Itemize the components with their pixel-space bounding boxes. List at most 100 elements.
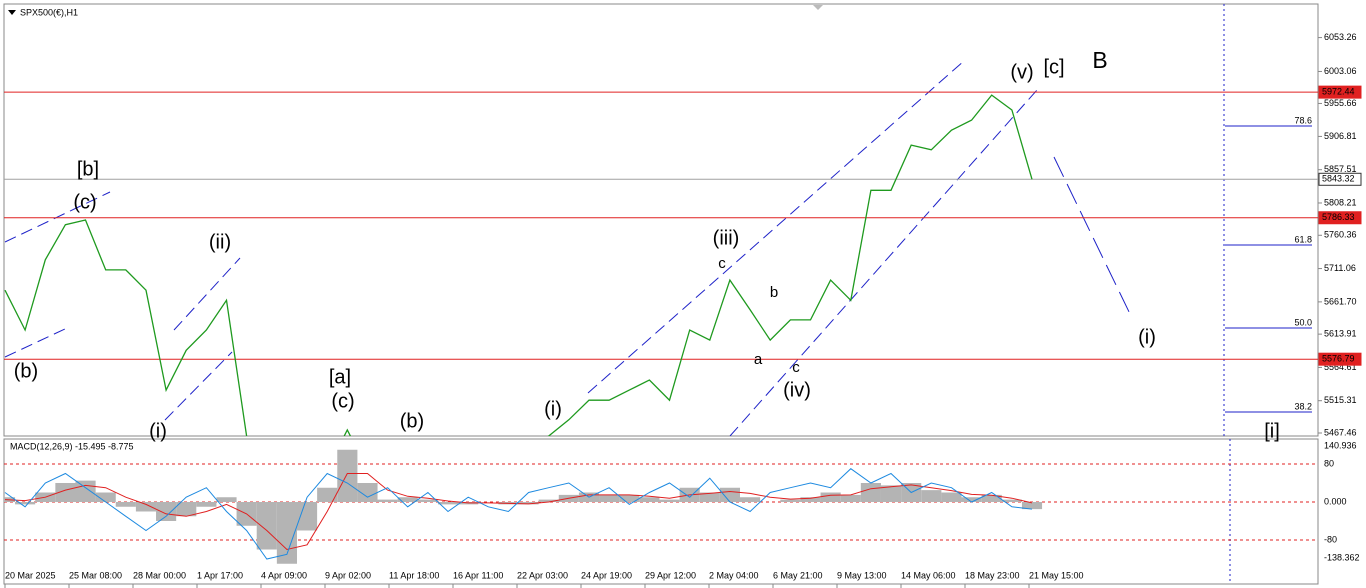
price-level-box [1318,211,1362,225]
macd-bar [1021,501,1043,510]
x-tick-label: 28 Mar 00:00 [133,570,186,580]
macd-bar [256,501,277,550]
x-tick-label: 20 Mar 2025 [5,570,56,580]
y-tick-label: 5808.21 [1324,197,1357,207]
macd-bar [659,499,680,502]
macd-bar [860,482,881,502]
x-tick-label: 11 Apr 18:00 [389,570,439,580]
macd-bar [820,492,841,502]
macd-bar [357,482,378,502]
macd-bar [800,497,821,502]
wave-label: (v) [1010,61,1033,83]
macd-bar [377,499,398,502]
macd-bar [599,494,620,502]
macd-bar [538,499,559,502]
wave-label: (c) [73,191,96,213]
macd-bar [75,480,96,502]
wave-label: (ii) [209,231,231,253]
channels [4,59,1133,436]
y-tick-label: 6053.26 [1324,32,1357,42]
x-tick-label: 29 Apr 12:00 [645,570,696,580]
macd-bar [216,497,237,502]
macd-bar [518,501,539,505]
macd-bar [961,497,982,502]
macd-bar [840,494,861,502]
y-tick-label: 5564.61 [1324,362,1357,372]
macd-bar [15,501,36,505]
channel-line [729,89,1038,436]
fib-lines [1225,125,1312,413]
y-tick-label: 5661.70 [1324,296,1357,306]
wave-label: [c] [1043,56,1064,78]
macd-bar [55,482,76,502]
x-tick-label: 16 Apr 11:00 [453,570,503,580]
price-line [4,94,1033,436]
wave-label: B [1092,47,1107,73]
y-tick-label: 5467.46 [1324,427,1357,437]
price-layer [4,91,1318,436]
labels-layer: 6053.26 6003.06 5955.66 5906.81 5857.51 5808.… [4,32,1362,588]
macd-bar [115,501,136,507]
fib-label: 38.2 [1294,401,1312,411]
y-tick-label: 5711.06 [1324,263,1356,273]
y-tick-label: 0.000 [1324,496,1347,506]
fib-label: 61.8 [1294,234,1312,244]
wave-label: (b) [14,360,38,382]
macd-bar [740,497,761,502]
symbol-label: SPX500(€),H1 [20,7,78,17]
y-tick-label: -80 [1324,534,1337,544]
macd-scale-min: -138.362 [1324,552,1360,562]
wave-label: b [770,284,778,301]
price-level-label: 5843.32 [1322,174,1355,184]
price-level-box [1318,85,1362,99]
price-level-label: 5576.79 [1322,354,1355,364]
macd-line [4,473,1033,551]
y-tick-label: 5515.31 [1324,395,1357,405]
macd-bar [437,501,459,505]
scroll-marker [813,5,823,10]
macd-bar [699,492,720,502]
x-tick-label: 6 May 21:00 [773,570,823,580]
macd-panel [3,438,1319,585]
x-tick-label: 2 May 04:00 [709,570,759,580]
wave-label: (i) [544,398,562,420]
macd-bar [176,501,197,517]
wave-label: (i) [149,420,167,442]
wave-label: c [718,255,726,272]
channel-line [4,327,68,358]
x-tick-label: 9 May 13:00 [837,570,887,580]
price-level-box [1318,352,1362,366]
channel-line [587,59,966,394]
wave-label: (i) [1138,326,1156,348]
macd-layer [4,449,1318,564]
macd-scale-max: 140.936 [1324,440,1357,450]
macd-bar [880,485,902,502]
wave-label: [a] [329,366,351,388]
macd-bar [135,501,157,512]
wave-label: (iii) [713,227,740,249]
wave-label: [i] [1264,420,1280,442]
symbol-icon [8,10,16,15]
macd-bar [921,490,942,502]
y-tick-label: 5955.66 [1324,98,1357,108]
y-tick-label: 5760.36 [1324,230,1357,240]
wave-label: (c) [331,390,354,412]
wave-label: [b] [77,158,99,180]
x-tick-label: 24 Apr 19:00 [581,570,632,580]
macd-bar [95,492,116,502]
macd-bar [337,449,358,502]
macd-bar [941,492,962,502]
x-tick-label: 18 May 23:00 [965,570,1020,580]
macd-line [4,468,1033,560]
macd-bar [1001,499,1022,502]
x-tick-label: 22 Apr 03:00 [517,570,568,580]
macd-bar [719,487,741,502]
macd-bar [196,501,217,507]
price-panel [3,3,1319,437]
x-tick-label: 9 Apr 02:00 [325,570,371,580]
x-tick-label: 4 Apr 09:00 [261,570,307,580]
macd-bar [619,494,640,502]
x-tick-label: 21 May 15:00 [1029,570,1084,580]
y-tick-label: 5857.51 [1324,164,1357,174]
y-tick-label: 5906.81 [1324,131,1357,141]
